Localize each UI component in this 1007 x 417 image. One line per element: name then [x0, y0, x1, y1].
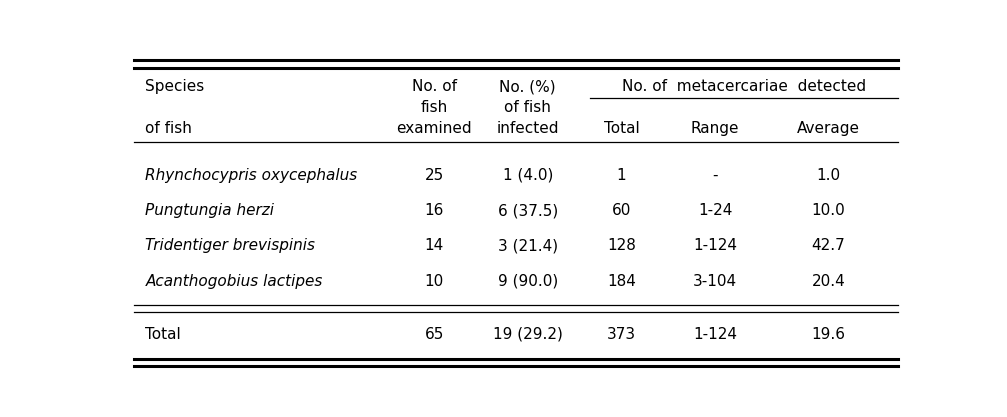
Text: of fish: of fish — [505, 100, 551, 116]
Text: 1.0: 1.0 — [817, 168, 840, 183]
Text: Pungtungia herzi: Pungtungia herzi — [145, 203, 274, 218]
Text: fish: fish — [421, 100, 448, 116]
Text: 16: 16 — [425, 203, 444, 218]
Text: Total: Total — [145, 327, 181, 342]
Text: 9 (90.0): 9 (90.0) — [497, 274, 558, 289]
Text: No. (%): No. (%) — [499, 80, 556, 95]
Text: 3‑104: 3‑104 — [693, 274, 737, 289]
Text: 19.6: 19.6 — [812, 327, 845, 342]
Text: 25: 25 — [425, 168, 444, 183]
Text: 6 (37.5): 6 (37.5) — [497, 203, 558, 218]
Text: Tridentiger brevispinis: Tridentiger brevispinis — [145, 239, 315, 254]
Text: 42.7: 42.7 — [812, 239, 845, 254]
Text: 65: 65 — [425, 327, 444, 342]
Text: No. of  metacercariae  detected: No. of metacercariae detected — [622, 80, 866, 95]
Text: No. of: No. of — [412, 80, 456, 95]
Text: Range: Range — [691, 121, 739, 136]
Text: 3 (21.4): 3 (21.4) — [497, 239, 558, 254]
Text: 128: 128 — [607, 239, 635, 254]
Text: Acanthogobius lactipes: Acanthogobius lactipes — [145, 274, 323, 289]
Text: Rhynchocypris oxycephalus: Rhynchocypris oxycephalus — [145, 168, 357, 183]
Text: of fish: of fish — [145, 121, 192, 136]
Text: Average: Average — [797, 121, 860, 136]
Text: 373: 373 — [607, 327, 636, 342]
Text: Species: Species — [145, 80, 204, 95]
Text: 10.0: 10.0 — [812, 203, 845, 218]
Text: -: - — [712, 168, 718, 183]
Text: infected: infected — [496, 121, 559, 136]
Text: 1‑24: 1‑24 — [698, 203, 732, 218]
Text: 20.4: 20.4 — [812, 274, 845, 289]
Text: Total: Total — [603, 121, 639, 136]
Text: examined: examined — [397, 121, 472, 136]
Text: 14: 14 — [425, 239, 444, 254]
Text: 1‑124: 1‑124 — [693, 239, 737, 254]
Text: 1‑124: 1‑124 — [693, 327, 737, 342]
Text: 184: 184 — [607, 274, 635, 289]
Text: 1 (4.0): 1 (4.0) — [502, 168, 553, 183]
Text: 10: 10 — [425, 274, 444, 289]
Text: 60: 60 — [612, 203, 631, 218]
Text: 1: 1 — [616, 168, 626, 183]
Text: 19 (29.2): 19 (29.2) — [492, 327, 563, 342]
